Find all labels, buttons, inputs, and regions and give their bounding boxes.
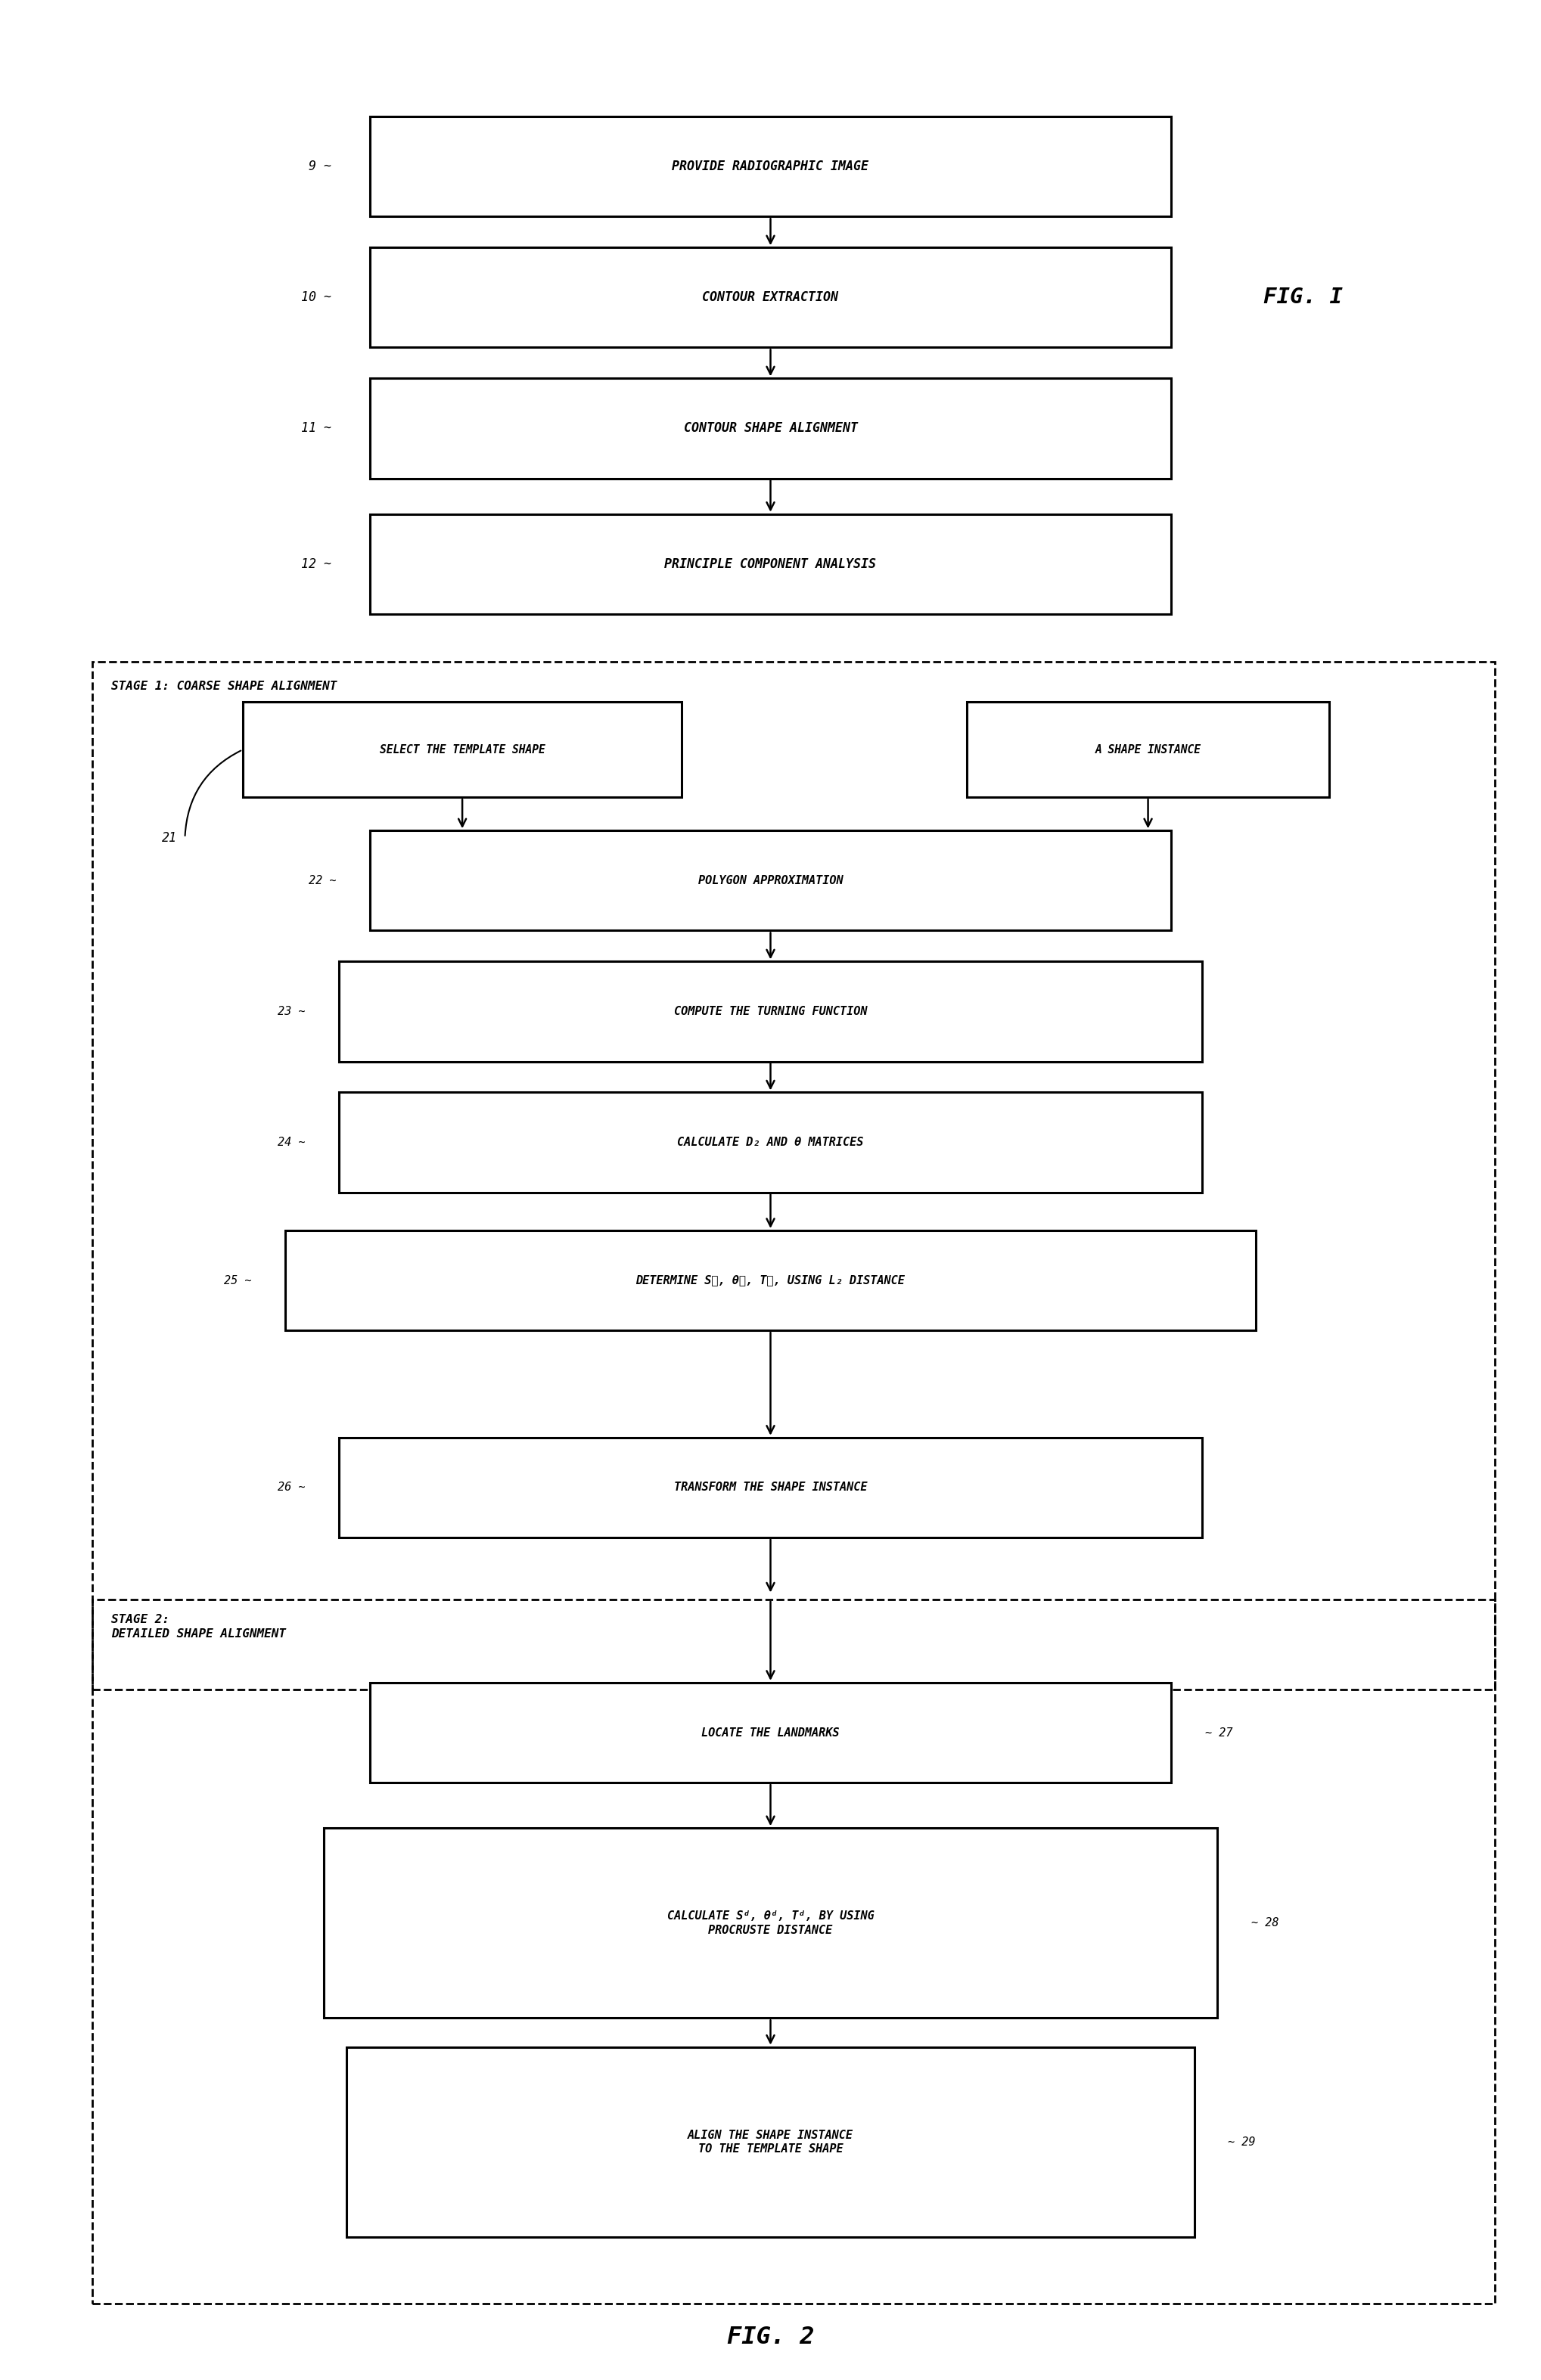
Text: SELECT THE TEMPLATE SHAPE: SELECT THE TEMPLATE SHAPE	[379, 745, 546, 754]
FancyBboxPatch shape	[324, 1828, 1217, 2018]
Text: STAGE 1: COARSE SHAPE ALIGNMENT: STAGE 1: COARSE SHAPE ALIGNMENT	[111, 681, 336, 693]
Text: TRANSFORM THE SHAPE INSTANCE: TRANSFORM THE SHAPE INSTANCE	[673, 1483, 868, 1492]
Text: 26 ~: 26 ~	[277, 1483, 305, 1492]
Text: COMPUTE THE TURNING FUNCTION: COMPUTE THE TURNING FUNCTION	[673, 1007, 868, 1016]
Text: 11 ~: 11 ~	[300, 421, 331, 436]
Text: 24 ~: 24 ~	[277, 1138, 305, 1147]
Text: 25 ~: 25 ~	[223, 1276, 251, 1285]
FancyBboxPatch shape	[370, 117, 1171, 217]
Text: POLYGON APPROXIMATION: POLYGON APPROXIMATION	[698, 876, 843, 885]
Text: ALIGN THE SHAPE INSTANCE
TO THE TEMPLATE SHAPE: ALIGN THE SHAPE INSTANCE TO THE TEMPLATE…	[687, 2130, 854, 2154]
Text: 9 ~: 9 ~	[308, 159, 331, 174]
FancyBboxPatch shape	[285, 1230, 1256, 1330]
Text: CONTOUR EXTRACTION: CONTOUR EXTRACTION	[703, 290, 838, 305]
Text: FIG. I: FIG. I	[1264, 288, 1344, 307]
Text: FIG. 2: FIG. 2	[727, 2325, 814, 2349]
FancyBboxPatch shape	[347, 2047, 1194, 2237]
Text: 22 ~: 22 ~	[308, 876, 336, 885]
FancyBboxPatch shape	[968, 702, 1328, 797]
Text: ~ 28: ~ 28	[1251, 1918, 1279, 1928]
FancyBboxPatch shape	[370, 514, 1171, 614]
Text: PROVIDE RADIOGRAPHIC IMAGE: PROVIDE RADIOGRAPHIC IMAGE	[672, 159, 869, 174]
FancyBboxPatch shape	[370, 1683, 1171, 1783]
FancyBboxPatch shape	[370, 248, 1171, 347]
Text: DETERMINE Sᴄ, θᴄ, Tᴄ, USING L₂ DISTANCE: DETERMINE Sᴄ, θᴄ, Tᴄ, USING L₂ DISTANCE	[636, 1276, 905, 1285]
Text: CONTOUR SHAPE ALIGNMENT: CONTOUR SHAPE ALIGNMENT	[684, 421, 857, 436]
Text: 21: 21	[162, 831, 177, 845]
Text: 10 ~: 10 ~	[300, 290, 331, 305]
FancyBboxPatch shape	[339, 962, 1202, 1061]
Text: CALCULATE D₂ AND θ MATRICES: CALCULATE D₂ AND θ MATRICES	[678, 1138, 863, 1147]
Text: 12 ~: 12 ~	[300, 557, 331, 571]
Text: 23 ~: 23 ~	[277, 1007, 305, 1016]
Text: A SHAPE INSTANCE: A SHAPE INSTANCE	[1096, 745, 1200, 754]
Text: ~ 29: ~ 29	[1228, 2137, 1256, 2147]
Text: STAGE 2:
DETAILED SHAPE ALIGNMENT: STAGE 2: DETAILED SHAPE ALIGNMENT	[111, 1614, 285, 1640]
Text: ~ 27: ~ 27	[1205, 1728, 1233, 1737]
FancyBboxPatch shape	[339, 1092, 1202, 1192]
FancyBboxPatch shape	[243, 702, 681, 797]
Text: CALCULATE Sᵈ, θᵈ, Tᵈ, BY USING
PROCRUSTE DISTANCE: CALCULATE Sᵈ, θᵈ, Tᵈ, BY USING PROCRUSTE…	[667, 1911, 874, 1935]
Text: LOCATE THE LANDMARKS: LOCATE THE LANDMARKS	[701, 1728, 840, 1737]
FancyBboxPatch shape	[339, 1438, 1202, 1537]
Text: PRINCIPLE COMPONENT ANALYSIS: PRINCIPLE COMPONENT ANALYSIS	[664, 557, 877, 571]
FancyBboxPatch shape	[370, 831, 1171, 931]
FancyBboxPatch shape	[370, 378, 1171, 478]
